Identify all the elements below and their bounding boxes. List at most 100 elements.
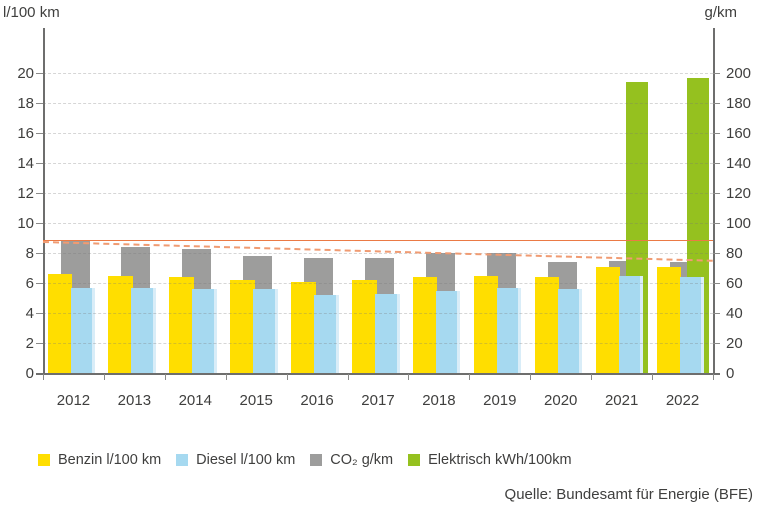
legend-swatch-benzin bbox=[38, 454, 50, 466]
bar-diesel-2020 bbox=[557, 289, 583, 373]
year-label-2015: 2015 bbox=[239, 392, 273, 409]
x-axis-tick bbox=[469, 374, 471, 380]
bar-diesel-2019 bbox=[496, 287, 522, 373]
left-axis-tick bbox=[36, 313, 43, 314]
left-axis-tick-label: 8 bbox=[25, 245, 34, 262]
bar-benzin-2016 bbox=[291, 281, 316, 373]
left-axis-tick-label: 2 bbox=[25, 335, 34, 352]
right-axis-tick-label: 180 bbox=[726, 95, 752, 112]
legend-item-benzin: Benzin l/100 km bbox=[38, 452, 161, 468]
left-axis-tick bbox=[36, 73, 43, 74]
gridline bbox=[43, 223, 713, 224]
bar-diesel-2021 bbox=[618, 275, 644, 373]
x-axis-tick bbox=[652, 374, 654, 380]
left-axis-tick-label: 0 bbox=[25, 365, 34, 382]
legend-label-benzin: Benzin l/100 km bbox=[58, 452, 162, 468]
right-axis-tick bbox=[713, 133, 720, 134]
left-axis-unit-label: l/100 km bbox=[3, 4, 60, 21]
right-axis-tick-label: 160 bbox=[726, 125, 752, 142]
x-axis-tick bbox=[591, 374, 593, 380]
right-axis-tick-label: 20 bbox=[726, 335, 743, 352]
x-axis-tick bbox=[164, 374, 166, 380]
right-axis-tick-label: 0 bbox=[726, 365, 735, 382]
x-axis-tick bbox=[225, 374, 227, 380]
left-axis-tick bbox=[36, 163, 43, 164]
right-axis-tick bbox=[713, 343, 720, 344]
legend-item-diesel: Diesel l/100 km bbox=[176, 452, 295, 468]
gridline bbox=[43, 343, 713, 344]
bar-diesel-2022 bbox=[679, 277, 705, 373]
right-axis-tick bbox=[713, 223, 720, 224]
legend-label-co2: CO₂ g/km bbox=[330, 452, 394, 468]
bar-benzin-2019 bbox=[473, 275, 499, 373]
gridline bbox=[43, 193, 713, 194]
left-axis-tick bbox=[36, 103, 43, 104]
bar-benzin-2015 bbox=[230, 280, 255, 373]
bar-benzin-2022 bbox=[656, 266, 682, 373]
bar-benzin-2014 bbox=[169, 277, 194, 373]
bar-diesel-2017 bbox=[375, 293, 400, 373]
legend-item-elektrisch: Elektrisch kWh/100km bbox=[408, 452, 572, 468]
x-axis-tick bbox=[408, 374, 410, 380]
left-axis-tick-label: 10 bbox=[17, 215, 34, 232]
left-y-axis bbox=[43, 28, 45, 373]
legend-label-elektrisch: Elektrisch kWh/100km bbox=[428, 452, 572, 468]
left-axis-tick bbox=[36, 253, 43, 254]
bar-diesel-2012 bbox=[70, 287, 95, 373]
x-axis-tick bbox=[43, 374, 44, 380]
right-axis-unit-label: g/km bbox=[704, 4, 737, 21]
bar-benzin-2012 bbox=[47, 274, 72, 373]
gridline bbox=[43, 313, 713, 314]
bar-benzin-2021 bbox=[595, 266, 621, 373]
left-axis-tick-label: 6 bbox=[25, 275, 34, 292]
right-axis-tick bbox=[713, 103, 720, 104]
gridline bbox=[43, 73, 713, 74]
x-axis-tick bbox=[286, 374, 288, 380]
x-axis-tick bbox=[713, 374, 714, 380]
gridline bbox=[43, 103, 713, 104]
right-axis-tick-label: 80 bbox=[726, 245, 743, 262]
right-axis-tick-label: 200 bbox=[726, 65, 752, 82]
gridline bbox=[43, 163, 713, 164]
left-axis-tick bbox=[36, 343, 43, 344]
year-label-2018: 2018 bbox=[422, 392, 456, 409]
year-label-2021: 2021 bbox=[604, 392, 639, 409]
right-axis-tick bbox=[713, 73, 720, 74]
right-axis-tick bbox=[713, 253, 720, 254]
year-label-2014: 2014 bbox=[178, 392, 212, 409]
left-axis-tick-label: 20 bbox=[17, 65, 34, 82]
left-axis-tick bbox=[36, 193, 43, 194]
x-axis-tick bbox=[347, 374, 349, 380]
bar-diesel-2016 bbox=[314, 295, 339, 373]
bar-diesel-2015 bbox=[253, 289, 278, 373]
right-axis-tick bbox=[713, 283, 720, 284]
legend-item-co2: CO₂ g/km bbox=[310, 452, 393, 468]
bar-benzin-2017 bbox=[352, 280, 377, 373]
left-axis-tick bbox=[36, 283, 43, 284]
year-label-2022: 2022 bbox=[665, 392, 700, 409]
year-label-2017: 2017 bbox=[361, 392, 395, 409]
left-axis-tick-label: 12 bbox=[17, 185, 34, 202]
legend-label-diesel: Diesel l/100 km bbox=[196, 452, 296, 468]
right-axis-tick bbox=[713, 313, 720, 314]
legend-swatch-elektrisch bbox=[408, 454, 421, 466]
x-axis-tick bbox=[530, 374, 532, 380]
year-label-2019: 2019 bbox=[483, 392, 517, 409]
year-label-2012: 2012 bbox=[56, 392, 91, 409]
gridline bbox=[43, 133, 713, 134]
bar-benzin-2020 bbox=[534, 277, 560, 373]
legend-swatch-diesel bbox=[176, 454, 189, 466]
gridline bbox=[43, 283, 713, 284]
bar-benzin-2013 bbox=[108, 275, 133, 373]
left-axis-tick-label: 14 bbox=[17, 155, 34, 172]
year-label-2013: 2013 bbox=[117, 392, 152, 409]
bar-benzin-2018 bbox=[412, 277, 438, 373]
right-axis-tick-label: 120 bbox=[726, 185, 752, 202]
source-caption: Quelle: Bundesamt für Energie (BFE) bbox=[504, 486, 753, 503]
bar-diesel-2018 bbox=[435, 290, 461, 373]
year-label-2016: 2016 bbox=[300, 392, 334, 409]
right-axis-tick-label: 60 bbox=[726, 275, 743, 292]
x-axis-tick bbox=[103, 374, 105, 380]
left-axis-tick bbox=[36, 133, 43, 134]
right-axis-tick bbox=[713, 193, 720, 194]
